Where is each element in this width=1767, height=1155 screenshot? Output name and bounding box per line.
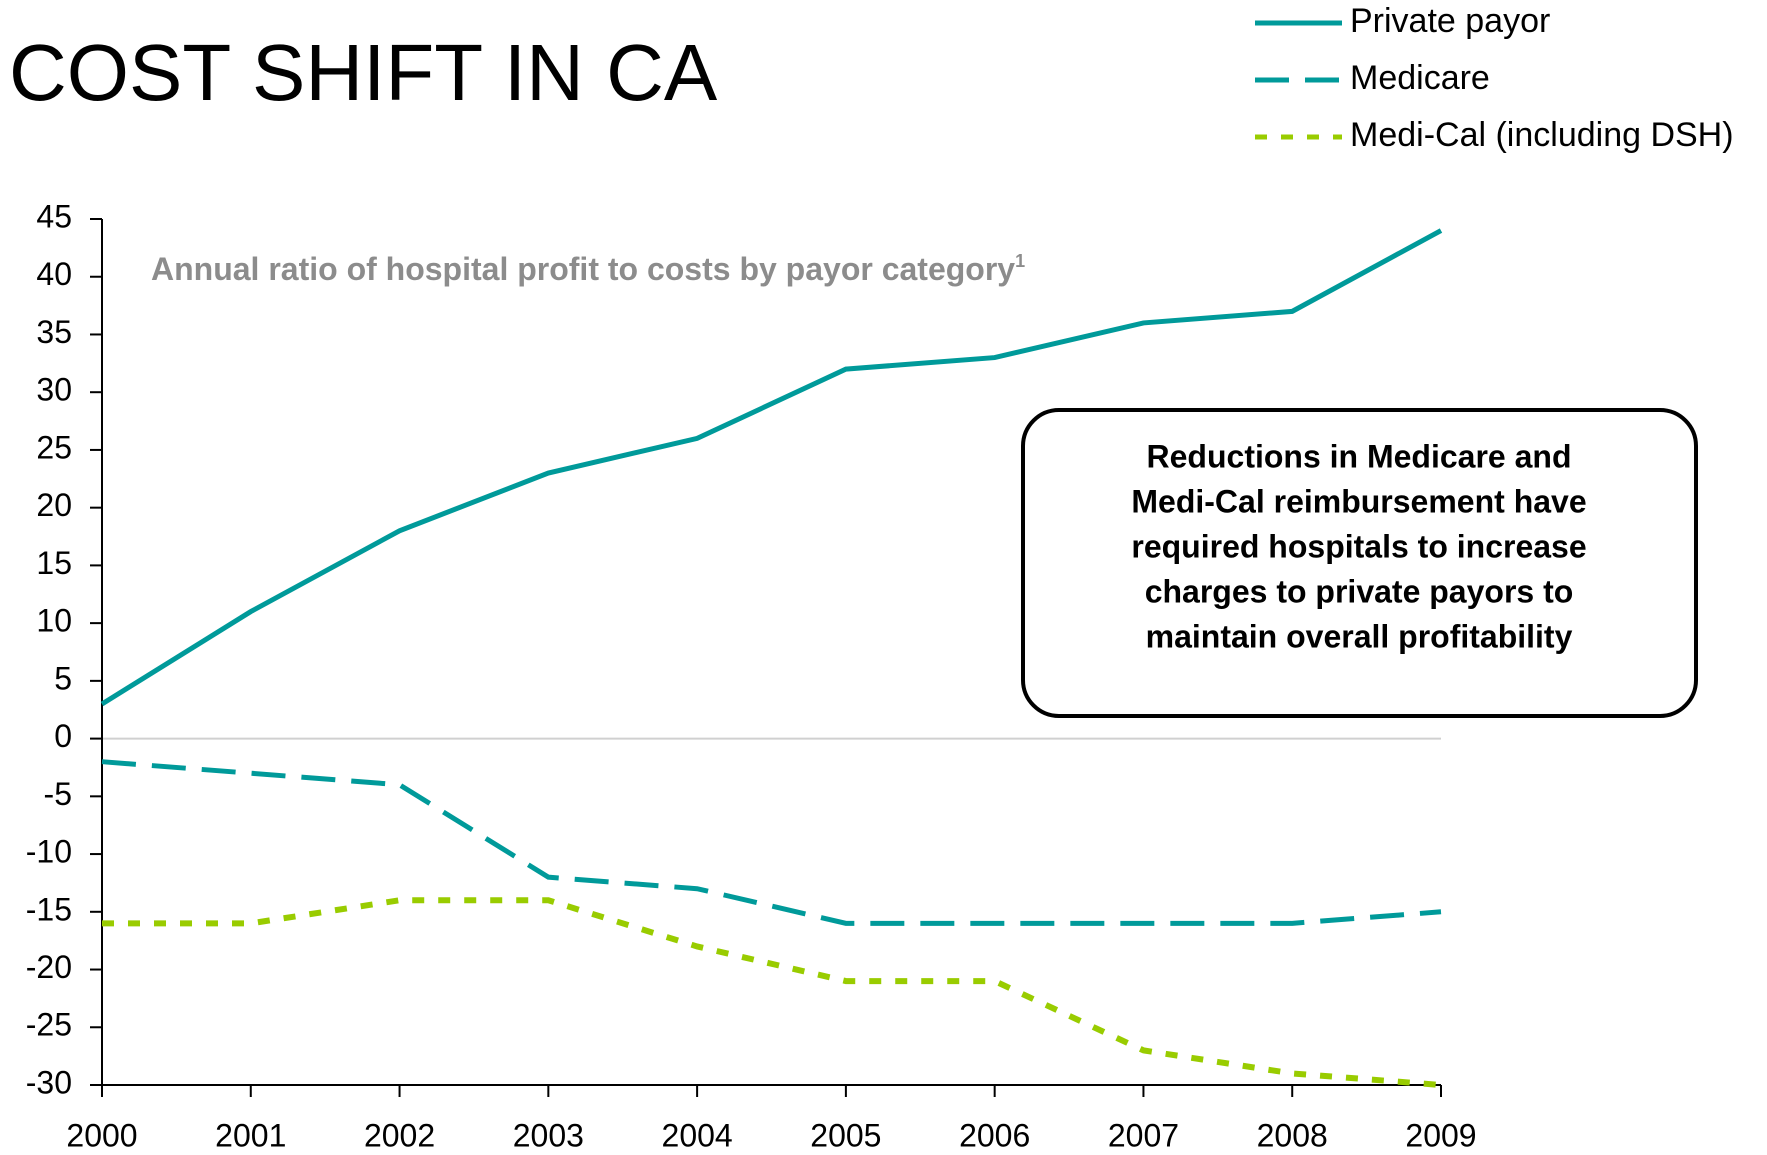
callout-text: Medi-Cal reimbursement have [1131, 483, 1586, 519]
y-tick-label: 45 [36, 198, 72, 234]
x-tick-label: 2009 [1405, 1117, 1476, 1153]
y-tick-label: 35 [36, 314, 72, 350]
x-tick-label: 2008 [1257, 1117, 1328, 1153]
y-tick-label: 40 [36, 256, 72, 292]
y-tick-label: -15 [26, 891, 72, 927]
callout-box [1021, 408, 1698, 718]
y-tick-label: 5 [54, 660, 72, 696]
y-tick-label: -30 [26, 1064, 72, 1100]
x-tick-label: 2001 [215, 1117, 286, 1153]
y-tick-label: 10 [36, 603, 72, 639]
series-line [102, 897, 1442, 1088]
callout-text: Reductions in Medicare and [1147, 438, 1572, 474]
x-tick-label: 2002 [364, 1117, 435, 1153]
y-tick-label: 25 [36, 429, 72, 465]
legend-label: Medicare [1350, 59, 1490, 97]
legend-label: Medi-Cal (including DSH) [1350, 116, 1734, 154]
callout-text: maintain overall profitability [1146, 618, 1573, 654]
y-tick-label: -10 [26, 834, 72, 870]
callout-text: required hospitals to increase [1131, 528, 1586, 564]
y-tick-label: -25 [26, 1007, 72, 1043]
subtitle-text: Annual ratio of hospital profit to costs… [151, 251, 1015, 287]
legend-label: Private payor [1350, 2, 1550, 40]
series-line [101, 759, 1442, 926]
y-tick-label: -20 [26, 949, 72, 985]
chart-title: COST SHIFT IN CA [9, 28, 718, 117]
y-tick-label: 15 [36, 545, 72, 581]
x-tick-label: 2007 [1108, 1117, 1179, 1153]
chart-subtitle: Annual ratio of hospital profit to costs… [151, 251, 1025, 288]
y-tick-label: 0 [54, 718, 72, 754]
series-line [100, 228, 1443, 707]
y-tick-label: 30 [36, 372, 72, 408]
x-tick-label: 2003 [513, 1117, 584, 1153]
x-tick-label: 2004 [662, 1117, 733, 1153]
y-tick-label: -5 [44, 776, 72, 812]
callout-text: charges to private payors to [1145, 573, 1574, 609]
x-tick-label: 2006 [959, 1117, 1030, 1153]
x-tick-label: 2000 [66, 1117, 137, 1153]
y-tick-label: 20 [36, 487, 72, 523]
footnote-marker: 1 [1015, 251, 1025, 271]
x-tick-label: 2005 [810, 1117, 881, 1153]
